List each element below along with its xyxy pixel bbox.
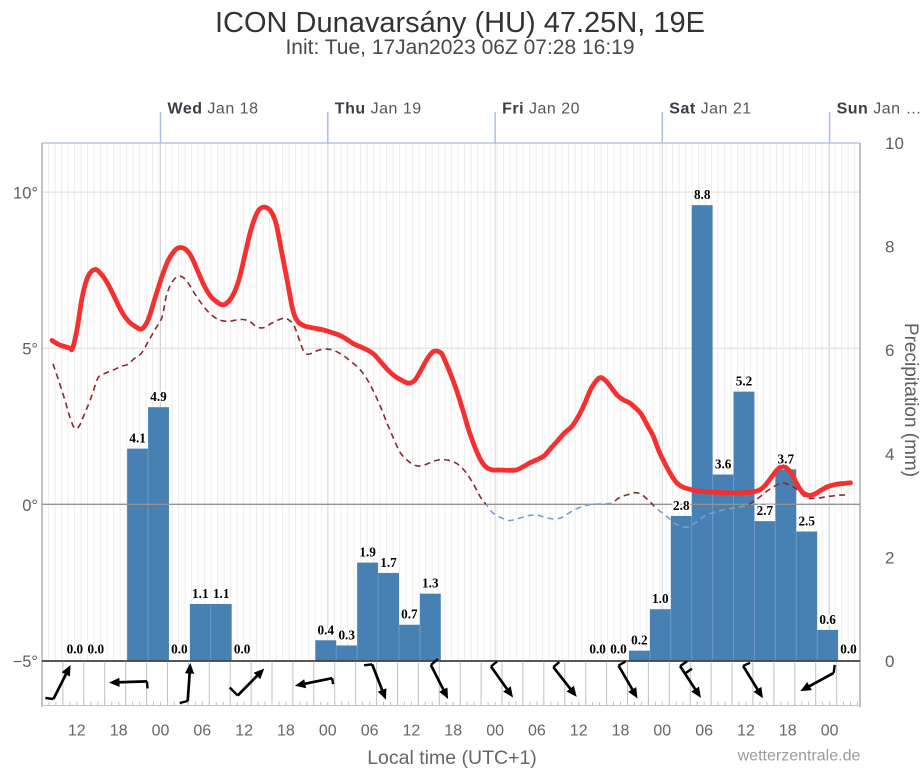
svg-text:0.0: 0.0: [840, 642, 857, 657]
svg-text:3.6: 3.6: [715, 457, 732, 472]
svg-text:−5°: −5°: [13, 653, 38, 671]
svg-text:4.1: 4.1: [129, 431, 145, 446]
svg-text:1.3: 1.3: [422, 576, 439, 591]
svg-text:Sun Jan …: Sun Jan …: [837, 101, 921, 118]
svg-text:06: 06: [695, 723, 713, 740]
svg-text:Local time (UTC+1): Local time (UTC+1): [367, 747, 537, 768]
svg-text:3.7: 3.7: [778, 451, 795, 466]
svg-text:06: 06: [361, 723, 379, 740]
svg-text:10°: 10°: [13, 185, 38, 203]
svg-text:12: 12: [737, 723, 755, 740]
svg-text:00: 00: [821, 723, 839, 740]
svg-text:0.6: 0.6: [819, 612, 836, 627]
svg-text:12: 12: [235, 723, 253, 740]
svg-text:1.0: 1.0: [652, 591, 669, 606]
svg-text:06: 06: [528, 723, 546, 740]
svg-text:0.4: 0.4: [318, 622, 335, 637]
svg-text:12: 12: [68, 723, 86, 740]
svg-text:0.0: 0.0: [88, 642, 105, 657]
svg-text:0.0: 0.0: [234, 642, 251, 657]
svg-text:18: 18: [110, 723, 128, 740]
svg-text:0.0: 0.0: [171, 642, 188, 657]
svg-text:18: 18: [444, 723, 462, 740]
svg-text:00: 00: [152, 723, 170, 740]
svg-text:Init: Tue, 17Jan2023 06Z 07:28: Init: Tue, 17Jan2023 06Z 07:28 16:19: [285, 36, 634, 59]
svg-text:1.9: 1.9: [359, 545, 376, 560]
svg-text:0.3: 0.3: [338, 628, 355, 643]
svg-text:0.0: 0.0: [589, 642, 606, 657]
svg-text:2: 2: [885, 548, 894, 567]
svg-text:00: 00: [653, 723, 671, 740]
svg-text:12: 12: [403, 723, 421, 740]
svg-text:Precipitation (mm): Precipitation (mm): [900, 323, 921, 477]
svg-text:0.0: 0.0: [610, 642, 627, 657]
svg-text:00: 00: [319, 723, 337, 740]
svg-text:0: 0: [885, 652, 894, 671]
svg-text:2.7: 2.7: [757, 503, 774, 518]
svg-text:2.8: 2.8: [673, 498, 690, 513]
svg-text:0.2: 0.2: [631, 633, 648, 648]
svg-text:06: 06: [193, 723, 211, 740]
svg-text:8.8: 8.8: [694, 187, 711, 202]
svg-text:0°: 0°: [22, 497, 38, 515]
svg-text:1.1: 1.1: [192, 586, 208, 601]
svg-text:Sat Jan 21: Sat Jan 21: [669, 101, 751, 118]
svg-text:00: 00: [486, 723, 504, 740]
svg-text:8: 8: [885, 238, 894, 257]
svg-text:6: 6: [885, 341, 894, 360]
svg-text:ICON Dunavarsány (HU) 47.25N,: ICON Dunavarsány (HU) 47.25N, 19E: [215, 7, 705, 39]
svg-text:18: 18: [277, 723, 295, 740]
svg-text:Wed Jan 18: Wed Jan 18: [168, 101, 259, 118]
svg-text:18: 18: [779, 723, 797, 740]
svg-text:wetterzentrale.de: wetterzentrale.de: [737, 748, 861, 765]
svg-text:1.7: 1.7: [380, 555, 397, 570]
svg-text:1.1: 1.1: [213, 586, 229, 601]
svg-text:Fri Jan 20: Fri Jan 20: [502, 101, 580, 118]
svg-text:2.5: 2.5: [798, 514, 815, 529]
svg-text:4: 4: [885, 445, 894, 464]
svg-text:10: 10: [885, 134, 904, 153]
svg-text:18: 18: [612, 723, 630, 740]
svg-text:4.9: 4.9: [150, 389, 167, 404]
svg-text:Thu Jan 19: Thu Jan 19: [335, 101, 422, 118]
svg-text:0.0: 0.0: [67, 642, 84, 657]
svg-text:5°: 5°: [22, 341, 38, 359]
svg-text:12: 12: [570, 723, 588, 740]
svg-text:0.7: 0.7: [401, 607, 418, 622]
svg-text:5.2: 5.2: [736, 374, 753, 389]
